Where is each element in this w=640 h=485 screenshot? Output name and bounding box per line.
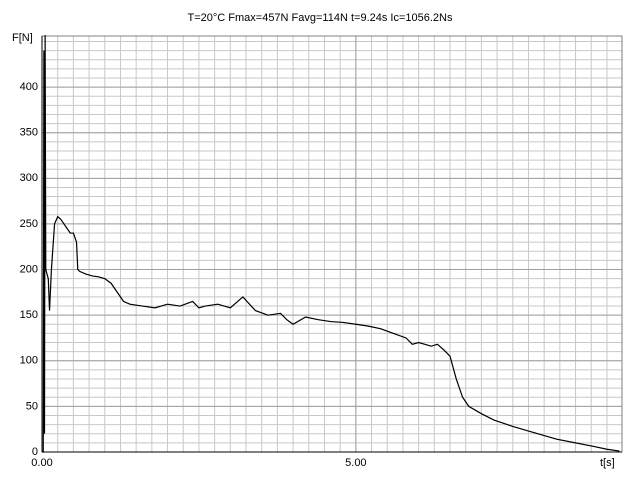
y-tick-label: 0 bbox=[32, 446, 38, 458]
y-tick-label: 350 bbox=[20, 127, 38, 139]
y-axis-label: F[N] bbox=[12, 32, 33, 44]
y-tick-label: 100 bbox=[20, 355, 38, 367]
chart-title: T=20°C Fmax=457N Favg=114N t=9.24s Ic=10… bbox=[188, 12, 453, 24]
y-tick-label: 250 bbox=[20, 218, 38, 230]
x-tick-label: 0.00 bbox=[31, 457, 52, 469]
x-axis-label: t[s] bbox=[600, 457, 615, 469]
y-tick-label: 150 bbox=[20, 309, 38, 321]
y-tick-label: 200 bbox=[20, 263, 38, 275]
x-tick-label: 5.00 bbox=[345, 457, 366, 469]
y-tick-label: 400 bbox=[20, 81, 38, 93]
y-tick-label: 300 bbox=[20, 172, 38, 184]
y-tick-label: 50 bbox=[26, 400, 38, 412]
data-line bbox=[42, 35, 620, 453]
